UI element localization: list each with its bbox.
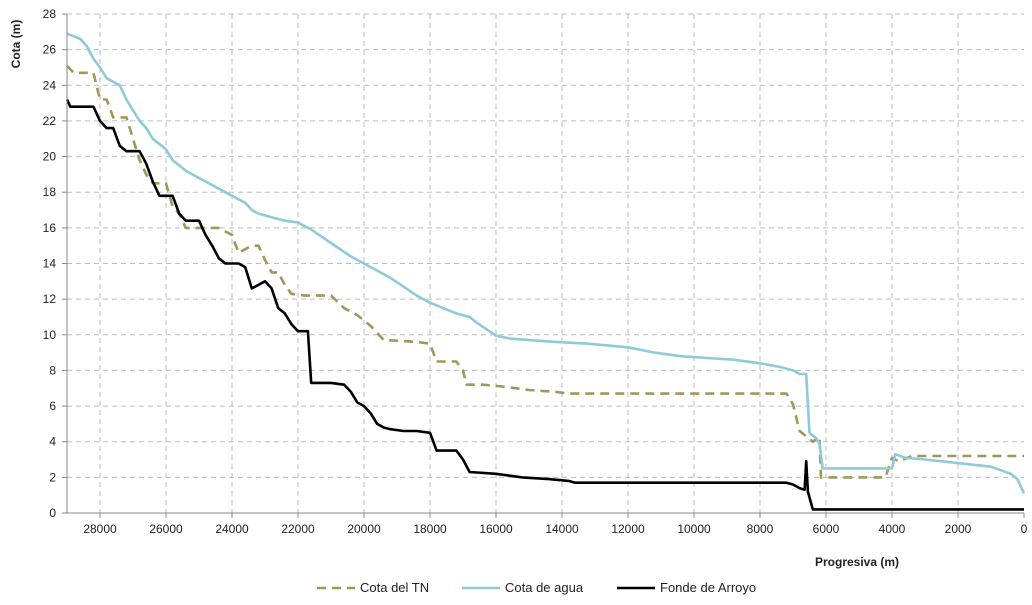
legend-label-fonde-de-arroyo: Fonde de Arroyo bbox=[660, 580, 756, 595]
y-tick-label-6: 6 bbox=[49, 399, 56, 413]
y-tick-label-0: 0 bbox=[49, 506, 56, 520]
x-tick-label-14000: 14000 bbox=[545, 522, 579, 536]
y-tick-label-28: 28 bbox=[43, 7, 57, 21]
x-tick-label-8000: 8000 bbox=[747, 522, 774, 536]
x-tick-label-10000: 10000 bbox=[677, 522, 711, 536]
y-tick-label-4: 4 bbox=[49, 435, 56, 449]
y-tick-label-18: 18 bbox=[43, 185, 57, 199]
vertical-gridlines bbox=[99, 14, 959, 513]
x-tick-label-22000: 22000 bbox=[281, 522, 315, 536]
y-tick-label-24: 24 bbox=[43, 78, 57, 92]
y-tick-label-2: 2 bbox=[49, 470, 56, 484]
x-tick-labels: 28000 26000 24000 22000 20000 18000 16000 14000… bbox=[83, 522, 1027, 536]
y-tick-label-10: 10 bbox=[43, 328, 57, 342]
series-line-fonde-de-arroyo bbox=[65, 98, 1024, 511]
y-tick-label-14: 14 bbox=[43, 257, 57, 271]
y-tick-label-22: 22 bbox=[43, 114, 57, 128]
y-tick-label-12: 12 bbox=[43, 292, 57, 306]
legend: Cota del TN Cota de agua Fonde de Arroyo bbox=[317, 580, 756, 595]
x-tick-label-6000: 6000 bbox=[813, 522, 840, 536]
y-tick-label-20: 20 bbox=[43, 150, 57, 164]
x-tick-label-18000: 18000 bbox=[413, 522, 447, 536]
y-tick-label-26: 26 bbox=[43, 43, 57, 57]
x-axis-title: Progresiva (m) bbox=[815, 555, 899, 569]
x-tick-label-26000: 26000 bbox=[149, 522, 183, 536]
x-tick-label-12000: 12000 bbox=[611, 522, 645, 536]
x-tick-label-16000: 16000 bbox=[479, 522, 513, 536]
series-line-cota-de-agua bbox=[66, 32, 1026, 494]
x-tick-label-0: 0 bbox=[1021, 522, 1028, 536]
horizontal-gridlines bbox=[67, 13, 1024, 478]
legend-label-cota-de-agua: Cota de agua bbox=[505, 580, 584, 595]
x-tick-label-28000: 28000 bbox=[83, 522, 117, 536]
y-tick-label-8: 8 bbox=[49, 363, 56, 377]
x-tick-label-20000: 20000 bbox=[347, 522, 381, 536]
x-tick-label-24000: 24000 bbox=[215, 522, 249, 536]
y-tick-label-16: 16 bbox=[43, 221, 57, 235]
legend-label-cota-del-tn: Cota del TN bbox=[360, 580, 429, 595]
x-tick-label-2000: 2000 bbox=[945, 522, 972, 536]
x-tick-label-4000: 4000 bbox=[879, 522, 906, 536]
y-axis-title: Cota (m) bbox=[9, 20, 23, 69]
series-lines bbox=[65, 32, 1026, 511]
axes bbox=[62, 13, 1025, 518]
